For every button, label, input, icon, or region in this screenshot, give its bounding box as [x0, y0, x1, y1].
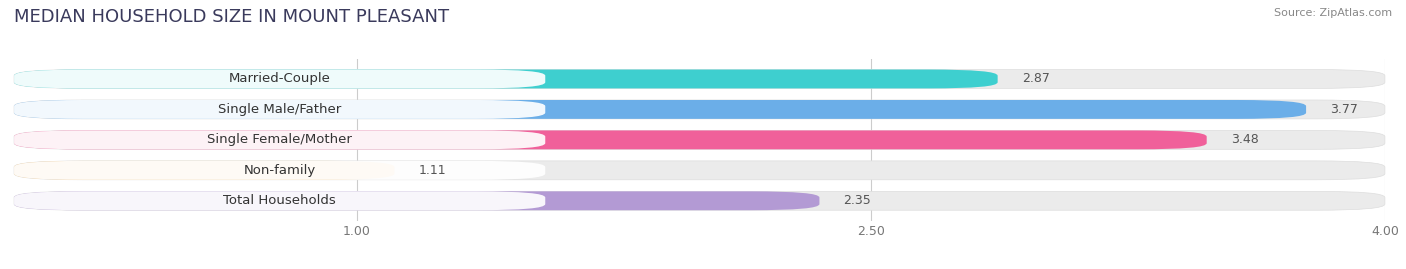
FancyBboxPatch shape — [14, 130, 1385, 149]
FancyBboxPatch shape — [14, 191, 820, 210]
FancyBboxPatch shape — [14, 161, 395, 180]
FancyBboxPatch shape — [14, 100, 1385, 119]
Text: 3.48: 3.48 — [1230, 133, 1258, 146]
Text: Single Male/Father: Single Male/Father — [218, 103, 342, 116]
Text: Total Households: Total Households — [224, 194, 336, 207]
Text: 1.11: 1.11 — [419, 164, 446, 177]
Text: Source: ZipAtlas.com: Source: ZipAtlas.com — [1274, 8, 1392, 18]
Text: MEDIAN HOUSEHOLD SIZE IN MOUNT PLEASANT: MEDIAN HOUSEHOLD SIZE IN MOUNT PLEASANT — [14, 8, 449, 26]
FancyBboxPatch shape — [14, 100, 546, 119]
FancyBboxPatch shape — [14, 100, 1306, 119]
FancyBboxPatch shape — [14, 161, 546, 180]
FancyBboxPatch shape — [14, 69, 1385, 89]
Text: 2.35: 2.35 — [844, 194, 872, 207]
FancyBboxPatch shape — [14, 130, 1206, 149]
FancyBboxPatch shape — [14, 191, 546, 210]
Text: Single Female/Mother: Single Female/Mother — [207, 133, 352, 146]
FancyBboxPatch shape — [14, 130, 546, 149]
FancyBboxPatch shape — [14, 161, 1385, 180]
Text: Non-family: Non-family — [243, 164, 316, 177]
FancyBboxPatch shape — [14, 69, 546, 89]
Text: Married-Couple: Married-Couple — [229, 72, 330, 86]
FancyBboxPatch shape — [14, 69, 998, 89]
Text: 2.87: 2.87 — [1022, 72, 1049, 86]
FancyBboxPatch shape — [14, 191, 1385, 210]
Text: 3.77: 3.77 — [1330, 103, 1358, 116]
